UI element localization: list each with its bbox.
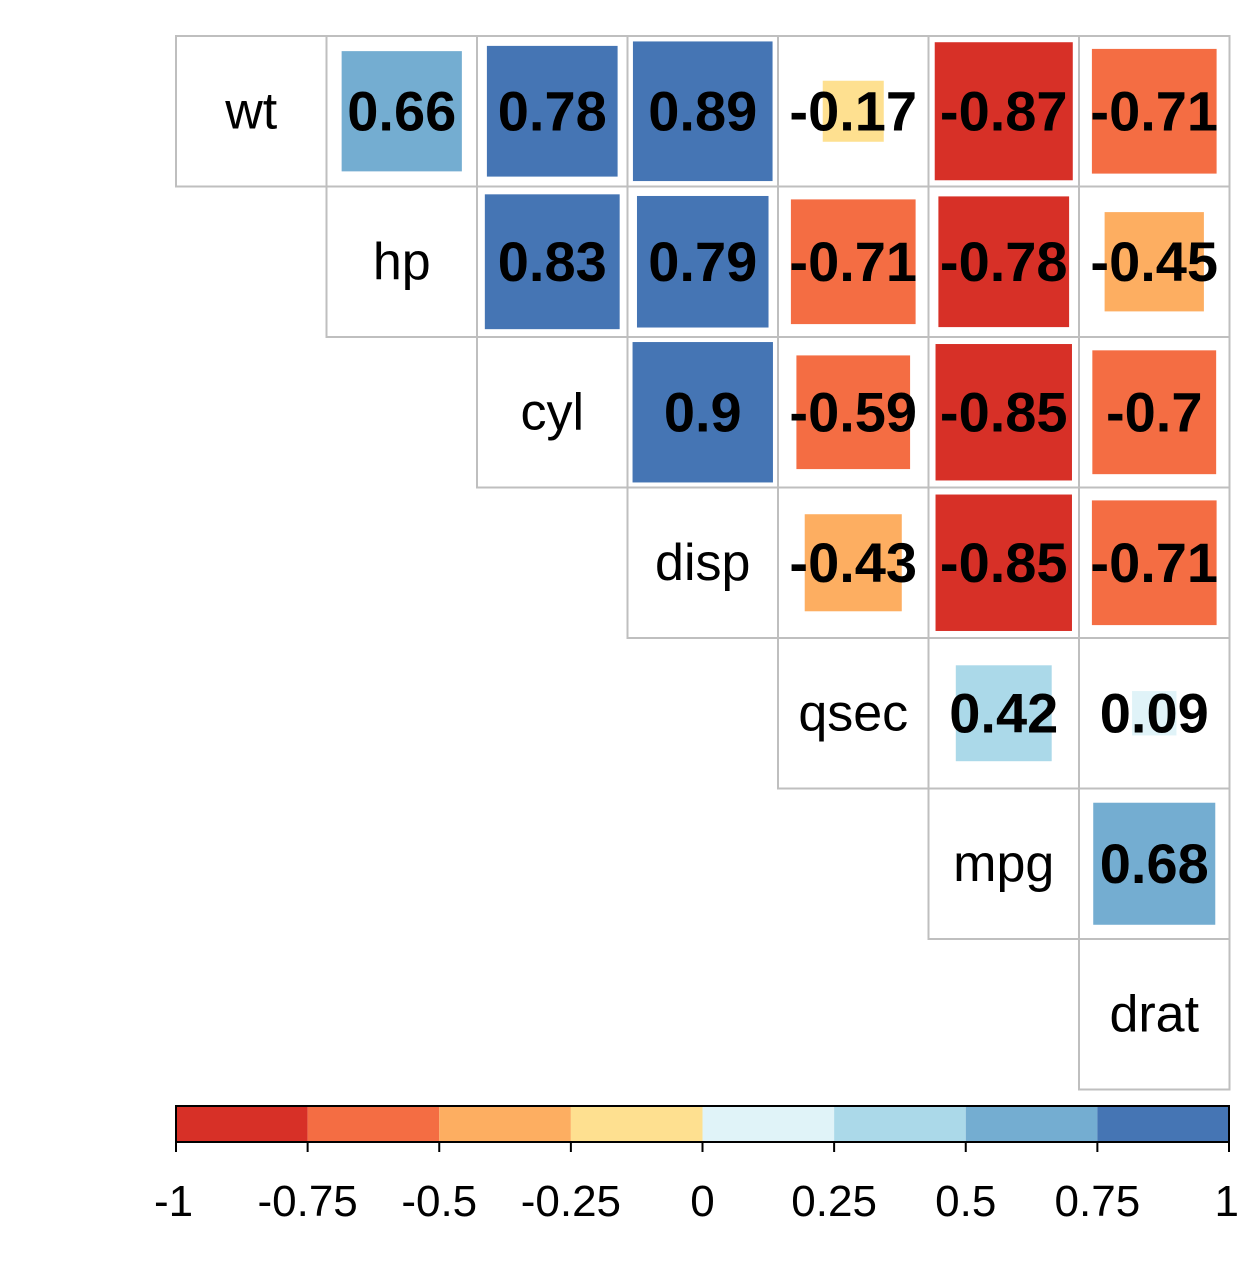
corr-value-wt-drat: -0.71 (1090, 79, 1218, 142)
legend-tick-label-5: 0.25 (791, 1177, 877, 1226)
legend-tick-label-8: 1 (1215, 1177, 1239, 1226)
corr-value-hp-disp: 0.79 (648, 230, 757, 293)
corr-square-cyl-mpg (935, 344, 1072, 481)
grid-cell-drat-drat (1078, 938, 1231, 1091)
corr-square-disp-mpg (935, 494, 1072, 631)
corr-square-hp-disp (636, 195, 769, 328)
legend-tick-label-4: 0 (690, 1177, 714, 1226)
grid-cell-hp-hp (325, 185, 478, 338)
legend-bin-0 (176, 1106, 308, 1142)
corr-square-hp-cyl (484, 194, 620, 330)
corr-square-cyl-qsec (796, 355, 911, 470)
corr-square-hp-drat (1104, 212, 1204, 312)
corr-square-wt-mpg (934, 42, 1073, 181)
corr-square-hp-mpg (938, 196, 1070, 328)
corr-value-hp-qsec: -0.71 (789, 230, 917, 293)
color-legend: -1 -0.75 -0.5 -0.25 0 0.25 0.5 0.75 1 (154, 1105, 1239, 1226)
corr-value-wt-qsec: -0.17 (789, 79, 917, 142)
corr-value-disp-mpg: -0.85 (940, 531, 1068, 594)
corr-value-wt-hp: 0.66 (347, 79, 456, 142)
corr-value-hp-mpg: -0.78 (940, 230, 1068, 293)
corr-value-cyl-qsec: -0.59 (789, 380, 917, 443)
corr-value-wt-disp: 0.89 (648, 79, 757, 142)
corr-value-wt-mpg: -0.87 (940, 79, 1068, 142)
legend-bin-1 (307, 1106, 440, 1142)
diagonal-label-qsec: qsec (798, 684, 908, 742)
corr-value-mpg-drat: 0.68 (1100, 832, 1209, 895)
legend-bin-4 (702, 1106, 835, 1142)
corr-square-mpg-drat (1093, 802, 1216, 925)
diagonal-label-wt: wt (224, 82, 278, 140)
corr-square-qsec-mpg (955, 665, 1052, 762)
grid-cell-cyl-cyl (476, 336, 629, 489)
legend-bin-7 (1097, 1106, 1229, 1142)
grid-cell-qsec-qsec (777, 637, 930, 790)
corr-square-hp-qsec (790, 199, 916, 325)
corr-square-disp-qsec (804, 514, 902, 612)
diagonal-label-disp: disp (655, 534, 750, 592)
legend-bin-6 (965, 1106, 1098, 1142)
corr-value-disp-qsec: -0.43 (789, 531, 917, 594)
legend-tick-label-2: -0.5 (401, 1177, 477, 1226)
legend-bin-3 (570, 1106, 703, 1142)
corr-value-cyl-mpg: -0.85 (940, 380, 1068, 443)
corr-square-wt-disp (632, 41, 773, 182)
corr-value-cyl-drat: -0.7 (1106, 380, 1203, 443)
diagonal-label-hp: hp (373, 233, 431, 291)
corr-square-wt-qsec (822, 80, 884, 142)
corr-value-disp-drat: -0.71 (1090, 531, 1218, 594)
diagonal-label-drat: drat (1109, 985, 1199, 1043)
grid-cell-wt-wt (175, 35, 328, 188)
grid-cell-disp-disp (626, 486, 779, 639)
corr-square-cyl-drat (1092, 350, 1217, 475)
legend-bin-5 (834, 1106, 966, 1142)
corr-value-cyl-disp: 0.9 (664, 380, 742, 443)
corr-value-qsec-drat: 0.09 (1100, 681, 1209, 744)
corr-value-qsec-mpg: 0.42 (949, 681, 1058, 744)
corr-square-cyl-disp (632, 342, 773, 483)
corr-value-hp-drat: -0.45 (1090, 230, 1218, 293)
diagonal-label-mpg: mpg (953, 835, 1054, 893)
legend-tick-label-6: 0.5 (935, 1177, 996, 1226)
corr-value-hp-cyl: 0.83 (498, 230, 607, 293)
corr-square-disp-drat (1091, 500, 1217, 626)
corr-square-qsec-drat (1132, 691, 1177, 736)
legend-tick-label-7: 0.75 (1055, 1177, 1141, 1226)
legend-tick-label-3: -0.25 (521, 1177, 621, 1226)
legend-bin-2 (439, 1106, 571, 1142)
corr-square-wt-hp (341, 51, 462, 172)
corr-value-wt-cyl: 0.78 (498, 79, 607, 142)
diagonal-label-cyl: cyl (520, 383, 584, 441)
legend-tick-label-0: -1 (154, 1177, 193, 1226)
corr-square-wt-drat (1091, 48, 1217, 174)
legend-tick-label-1: -0.75 (257, 1177, 357, 1226)
corr-square-wt-cyl (486, 45, 618, 177)
